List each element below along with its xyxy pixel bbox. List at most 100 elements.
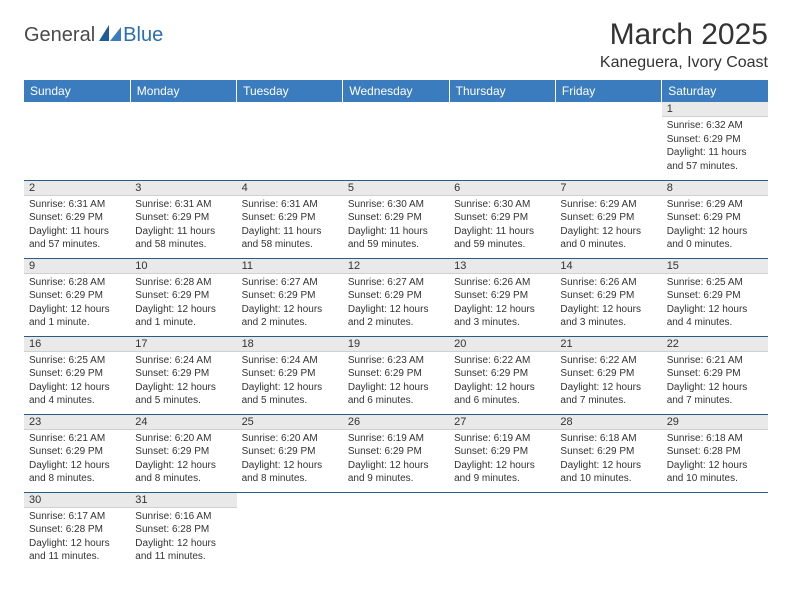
day-number: 20 (449, 337, 555, 352)
day-number: 17 (130, 337, 236, 352)
calendar-day-cell (343, 102, 449, 180)
daylight-text: Daylight: 12 hours and 9 minutes. (348, 459, 444, 486)
sunrise-text: Sunrise: 6:18 AM (560, 432, 656, 446)
sunset-text: Sunset: 6:29 PM (560, 367, 656, 381)
day-details: Sunrise: 6:17 AMSunset: 6:28 PMDaylight:… (24, 508, 130, 566)
sunrise-text: Sunrise: 6:30 AM (348, 198, 444, 212)
sunset-text: Sunset: 6:29 PM (242, 445, 338, 459)
sunrise-text: Sunrise: 6:22 AM (560, 354, 656, 368)
sunset-text: Sunset: 6:29 PM (454, 289, 550, 303)
location: Kaneguera, Ivory Coast (600, 54, 768, 72)
sunrise-text: Sunrise: 6:28 AM (135, 276, 231, 290)
day-details: Sunrise: 6:16 AMSunset: 6:28 PMDaylight:… (130, 508, 236, 566)
sunrise-text: Sunrise: 6:19 AM (454, 432, 550, 446)
calendar-week-row: 16Sunrise: 6:25 AMSunset: 6:29 PMDayligh… (24, 336, 768, 414)
sunrise-text: Sunrise: 6:31 AM (135, 198, 231, 212)
weekday-header: Friday (555, 80, 661, 102)
calendar-day-cell: 22Sunrise: 6:21 AMSunset: 6:29 PMDayligh… (662, 336, 768, 414)
calendar-day-cell: 19Sunrise: 6:23 AMSunset: 6:29 PMDayligh… (343, 336, 449, 414)
sunrise-text: Sunrise: 6:17 AM (29, 510, 125, 524)
calendar-week-row: 9Sunrise: 6:28 AMSunset: 6:29 PMDaylight… (24, 258, 768, 336)
daylight-text: Daylight: 11 hours and 57 minutes. (29, 225, 125, 252)
calendar-day-cell (237, 102, 343, 180)
day-number: 23 (24, 415, 130, 430)
day-details: Sunrise: 6:18 AMSunset: 6:28 PMDaylight:… (662, 430, 768, 488)
day-details: Sunrise: 6:27 AMSunset: 6:29 PMDaylight:… (343, 274, 449, 332)
weekday-header: Sunday (24, 80, 130, 102)
sunset-text: Sunset: 6:28 PM (135, 523, 231, 537)
calendar-day-cell: 9Sunrise: 6:28 AMSunset: 6:29 PMDaylight… (24, 258, 130, 336)
sunset-text: Sunset: 6:29 PM (667, 133, 763, 147)
calendar-day-cell (449, 492, 555, 570)
calendar-day-cell: 31Sunrise: 6:16 AMSunset: 6:28 PMDayligh… (130, 492, 236, 570)
calendar-day-cell: 5Sunrise: 6:30 AMSunset: 6:29 PMDaylight… (343, 180, 449, 258)
day-number: 19 (343, 337, 449, 352)
day-details: Sunrise: 6:28 AMSunset: 6:29 PMDaylight:… (24, 274, 130, 332)
calendar-day-cell: 28Sunrise: 6:18 AMSunset: 6:29 PMDayligh… (555, 414, 661, 492)
sunrise-text: Sunrise: 6:31 AM (242, 198, 338, 212)
daylight-text: Daylight: 12 hours and 6 minutes. (348, 381, 444, 408)
day-number: 3 (130, 181, 236, 196)
sunset-text: Sunset: 6:29 PM (29, 211, 125, 225)
day-number: 1 (662, 102, 768, 117)
logo: General Blue (24, 24, 163, 47)
day-details: Sunrise: 6:24 AMSunset: 6:29 PMDaylight:… (130, 352, 236, 410)
daylight-text: Daylight: 12 hours and 10 minutes. (667, 459, 763, 486)
weekday-header: Wednesday (343, 80, 449, 102)
daylight-text: Daylight: 12 hours and 7 minutes. (560, 381, 656, 408)
day-number: 25 (237, 415, 343, 430)
daylight-text: Daylight: 12 hours and 11 minutes. (135, 537, 231, 564)
day-details: Sunrise: 6:18 AMSunset: 6:29 PMDaylight:… (555, 430, 661, 488)
day-number: 16 (24, 337, 130, 352)
calendar-day-cell (343, 492, 449, 570)
sunrise-text: Sunrise: 6:20 AM (135, 432, 231, 446)
day-details: Sunrise: 6:29 AMSunset: 6:29 PMDaylight:… (662, 196, 768, 254)
calendar-week-row: 23Sunrise: 6:21 AMSunset: 6:29 PMDayligh… (24, 414, 768, 492)
day-details: Sunrise: 6:31 AMSunset: 6:29 PMDaylight:… (24, 196, 130, 254)
day-details: Sunrise: 6:20 AMSunset: 6:29 PMDaylight:… (130, 430, 236, 488)
day-details: Sunrise: 6:30 AMSunset: 6:29 PMDaylight:… (343, 196, 449, 254)
day-details: Sunrise: 6:26 AMSunset: 6:29 PMDaylight:… (449, 274, 555, 332)
calendar-day-cell: 14Sunrise: 6:26 AMSunset: 6:29 PMDayligh… (555, 258, 661, 336)
daylight-text: Daylight: 11 hours and 59 minutes. (348, 225, 444, 252)
calendar-day-cell: 24Sunrise: 6:20 AMSunset: 6:29 PMDayligh… (130, 414, 236, 492)
daylight-text: Daylight: 12 hours and 4 minutes. (667, 303, 763, 330)
sunset-text: Sunset: 6:29 PM (560, 289, 656, 303)
sunrise-text: Sunrise: 6:26 AM (560, 276, 656, 290)
sunset-text: Sunset: 6:29 PM (667, 289, 763, 303)
day-number: 6 (449, 181, 555, 196)
sunset-text: Sunset: 6:29 PM (29, 289, 125, 303)
day-details: Sunrise: 6:25 AMSunset: 6:29 PMDaylight:… (662, 274, 768, 332)
logo-sail-icon (99, 25, 121, 41)
sunrise-text: Sunrise: 6:23 AM (348, 354, 444, 368)
calendar-day-cell: 6Sunrise: 6:30 AMSunset: 6:29 PMDaylight… (449, 180, 555, 258)
sunset-text: Sunset: 6:29 PM (242, 367, 338, 381)
daylight-text: Daylight: 12 hours and 11 minutes. (29, 537, 125, 564)
sunset-text: Sunset: 6:29 PM (242, 289, 338, 303)
calendar-week-row: 30Sunrise: 6:17 AMSunset: 6:28 PMDayligh… (24, 492, 768, 570)
calendar-day-cell (555, 102, 661, 180)
day-details: Sunrise: 6:21 AMSunset: 6:29 PMDaylight:… (24, 430, 130, 488)
day-details: Sunrise: 6:31 AMSunset: 6:29 PMDaylight:… (130, 196, 236, 254)
daylight-text: Daylight: 11 hours and 57 minutes. (667, 146, 763, 173)
calendar-day-cell: 27Sunrise: 6:19 AMSunset: 6:29 PMDayligh… (449, 414, 555, 492)
sunrise-text: Sunrise: 6:20 AM (242, 432, 338, 446)
calendar-day-cell: 12Sunrise: 6:27 AMSunset: 6:29 PMDayligh… (343, 258, 449, 336)
day-number: 28 (555, 415, 661, 430)
day-number: 14 (555, 259, 661, 274)
calendar-day-cell: 23Sunrise: 6:21 AMSunset: 6:29 PMDayligh… (24, 414, 130, 492)
calendar-table: SundayMondayTuesdayWednesdayThursdayFrid… (24, 80, 768, 570)
sunset-text: Sunset: 6:29 PM (454, 211, 550, 225)
calendar-day-cell: 11Sunrise: 6:27 AMSunset: 6:29 PMDayligh… (237, 258, 343, 336)
weekday-header-row: SundayMondayTuesdayWednesdayThursdayFrid… (24, 80, 768, 102)
day-details: Sunrise: 6:19 AMSunset: 6:29 PMDaylight:… (343, 430, 449, 488)
sunset-text: Sunset: 6:28 PM (29, 523, 125, 537)
day-number: 12 (343, 259, 449, 274)
calendar-day-cell: 15Sunrise: 6:25 AMSunset: 6:29 PMDayligh… (662, 258, 768, 336)
sunrise-text: Sunrise: 6:16 AM (135, 510, 231, 524)
sunrise-text: Sunrise: 6:22 AM (454, 354, 550, 368)
sunset-text: Sunset: 6:29 PM (135, 289, 231, 303)
sunset-text: Sunset: 6:29 PM (348, 445, 444, 459)
day-number: 5 (343, 181, 449, 196)
sunrise-text: Sunrise: 6:25 AM (29, 354, 125, 368)
